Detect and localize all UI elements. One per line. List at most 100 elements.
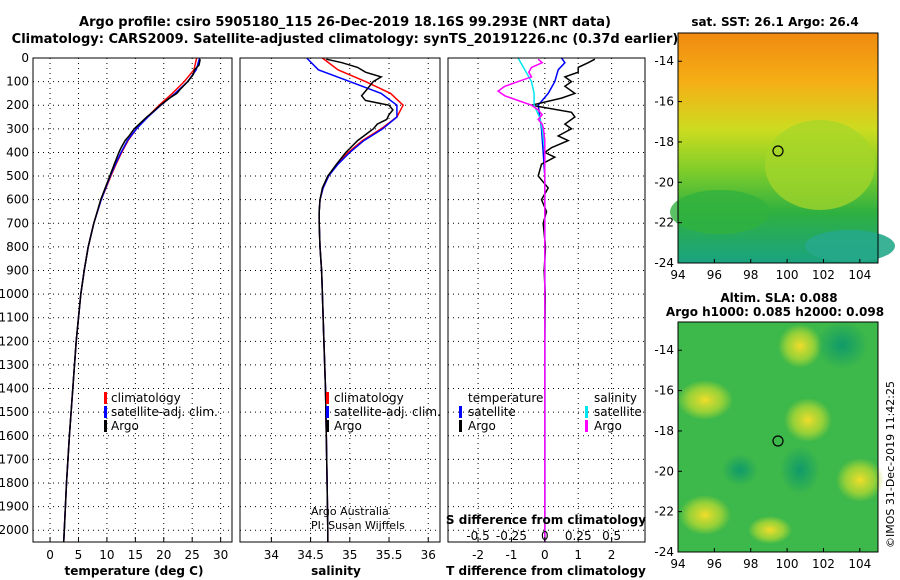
x-tick-label: 0 (541, 548, 549, 562)
sst-map-title: sat. SST: 26.1 Argo: 26.4 (691, 15, 858, 29)
x-tick-label: 34.5 (297, 548, 324, 562)
series-line-satellite-adj-clim- (306, 57, 398, 542)
lon-tick-label: 102 (812, 268, 835, 282)
lat-tick-label: -22 (654, 216, 674, 230)
lon-tick-label: 98 (743, 557, 758, 571)
lon-tick-label: 100 (776, 557, 799, 571)
legend-label-t-argo: Argo (468, 419, 496, 433)
x-tick-label: 20 (156, 548, 171, 562)
legend-swatch-climatology (104, 392, 107, 404)
legend-title-salinity: salinity (594, 391, 637, 405)
sla-low-1 (816, 321, 868, 369)
legend-label-s-argo: Argo (594, 419, 622, 433)
temperature-axis-label: temperature (deg C) (65, 564, 204, 578)
legend-swatch-s-argo (585, 420, 588, 432)
legend-swatch-climatology (326, 392, 329, 404)
lon-tick-label: 94 (670, 268, 685, 282)
figure-title-line1: Argo profile: csiro 5905180_115 26-Dec-2… (79, 15, 611, 30)
series-line-argo (318, 58, 394, 542)
lon-tick-label: 104 (848, 557, 871, 571)
series-line-climatology (62, 57, 198, 543)
sst-map-frame (677, 32, 879, 264)
sla-map: Altim. SLA: 0.088 Argo h1000: 0.085 h200… (654, 291, 884, 571)
lat-tick-label: -14 (654, 343, 674, 357)
depth-tick-label: 1400 (0, 382, 29, 396)
x-tick-label: 35 (342, 548, 357, 562)
legend-swatch-satellite (104, 406, 107, 418)
axes-frame (32, 57, 233, 543)
t-difference-axis-label: T difference from climatology (446, 564, 646, 578)
sst-map: sat. SST: 26.1 Argo: 26.4 94 96 98 100 102 10… (654, 15, 895, 282)
x-tick-label: 34 (264, 548, 279, 562)
depth-tick-label: 200 (6, 98, 29, 112)
depth-tick-label: 1900 (0, 500, 29, 514)
depth-tick-label: 1200 (0, 334, 29, 348)
salinity-panel: 34 34.5 35 35.5 36 (239, 57, 441, 562)
temperature-legend: climatology satellite-adj. clim. Argo (104, 391, 218, 433)
sla-high-6 (748, 516, 792, 544)
legend-swatch-satellite (326, 406, 329, 418)
lon-tick-label: 98 (743, 268, 758, 282)
sla-map-frame (677, 321, 879, 553)
x-tick-label: 1 (574, 548, 582, 562)
s-diff-tick-label: 0 (541, 529, 549, 543)
legend-label-satellite: satellite-adj. clim. (111, 405, 218, 419)
x-tick-label: 5 (75, 548, 83, 562)
x-tick-label: 10 (99, 548, 114, 562)
lon-tick-label: 100 (776, 268, 799, 282)
salinity-legend: climatology satellite-adj. clim. Argo Ar… (311, 391, 441, 532)
x-tick-label: 30 (213, 548, 228, 562)
sla-high-3 (784, 398, 832, 442)
legend-label-argo: Argo (111, 419, 139, 433)
x-tick-label: -1 (505, 548, 517, 562)
difference-legend: temperature satellite Argo salinity sate… (446, 391, 646, 527)
depth-tick-label: 1700 (0, 452, 29, 466)
x-tick-label: 25 (185, 548, 200, 562)
sst-profile-marker (772, 145, 784, 157)
lon-tick-label: 96 (707, 557, 722, 571)
s-diff-tick-label: -0.5 (466, 529, 489, 543)
sla-high-5 (836, 458, 884, 502)
lat-tick-label: -18 (654, 135, 674, 149)
x-tick-label: 36 (421, 548, 436, 562)
sst-warm-patch (765, 120, 875, 210)
series-line-s-satellite (517, 57, 546, 542)
legend-label-argo: Argo (334, 419, 362, 433)
series-line-argo (62, 59, 201, 543)
imos-stamp: ©IMOS 31-Dec-2019 11:42:25 (884, 381, 897, 548)
depth-tick-label: 2000 (0, 523, 29, 537)
legend-label-climatology: climatology (334, 391, 404, 405)
sst-teal-patch (805, 230, 895, 262)
legend-swatch-s-satellite (585, 406, 588, 418)
credit-argo-australia: Argo Australia (311, 505, 389, 518)
depth-tick-label: 800 (6, 240, 29, 254)
depth-tick-label: 1000 (0, 287, 29, 301)
x-tick-label: 15 (128, 548, 143, 562)
sla-high-2 (677, 380, 733, 420)
temperature-panel: 0 5 10 15 20 25 300100200300400500600700800900… (0, 51, 233, 562)
sla-high-4 (679, 495, 731, 535)
depth-tick-label: 1800 (0, 476, 29, 490)
depth-tick-label: 500 (6, 169, 29, 183)
difference-panel: -2 -1 0 1 2 -0.5 -0.25 0 0.25 0.5 (447, 57, 646, 562)
legend-swatch-argo (104, 420, 107, 432)
lon-tick-label: 104 (848, 268, 871, 282)
lat-tick-label: -24 (654, 256, 674, 270)
s-diff-tick-label: 0.5 (602, 529, 621, 543)
x-tick-label: 0 (46, 548, 54, 562)
lat-tick-label: -18 (654, 424, 674, 438)
depth-tick-label: 900 (6, 263, 29, 277)
series-line-satellite-adj-clim- (62, 57, 201, 543)
legend-swatch-t-argo (459, 420, 462, 432)
axes-frame (447, 57, 646, 543)
lat-tick-label: -20 (654, 464, 674, 478)
series-line-climatology (318, 57, 405, 542)
depth-tick-label: 700 (6, 216, 29, 230)
axes-frame (239, 57, 441, 543)
depth-tick-label: 1300 (0, 358, 29, 372)
lat-tick-label: -14 (654, 54, 674, 68)
lon-tick-label: 102 (812, 557, 835, 571)
legend-label-t-satellite: satellite (468, 405, 516, 419)
s-diff-tick-label: -0.25 (496, 529, 527, 543)
depth-tick-label: 600 (6, 193, 29, 207)
